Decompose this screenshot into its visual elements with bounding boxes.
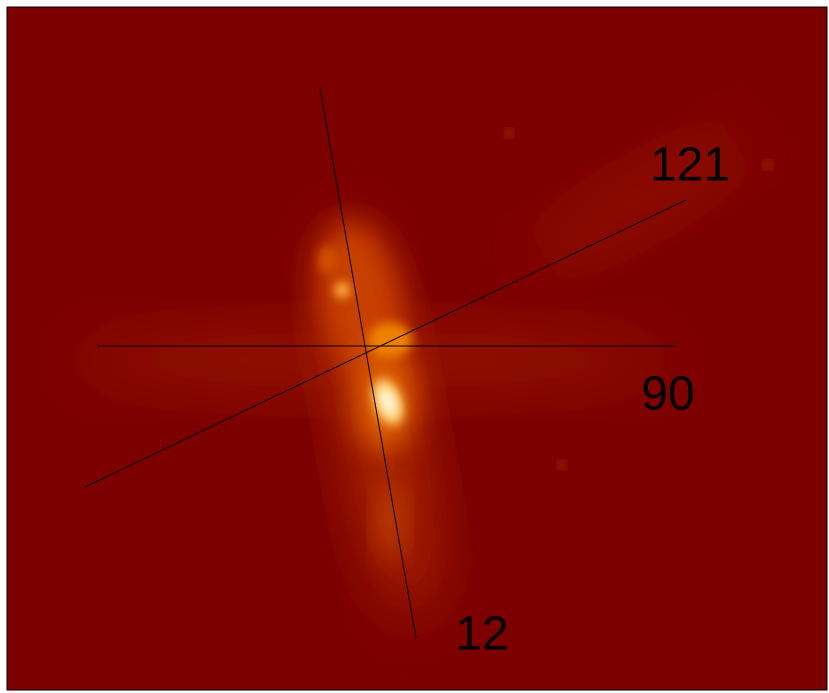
angle-label: 121 (650, 139, 730, 192)
page: 121 90 12 (() => { const data = JSON.par… (0, 0, 829, 693)
angle-label: 12 (455, 608, 508, 661)
angle-label: 90 (641, 368, 694, 421)
image-figure: 121 90 12 (0, 0, 829, 693)
